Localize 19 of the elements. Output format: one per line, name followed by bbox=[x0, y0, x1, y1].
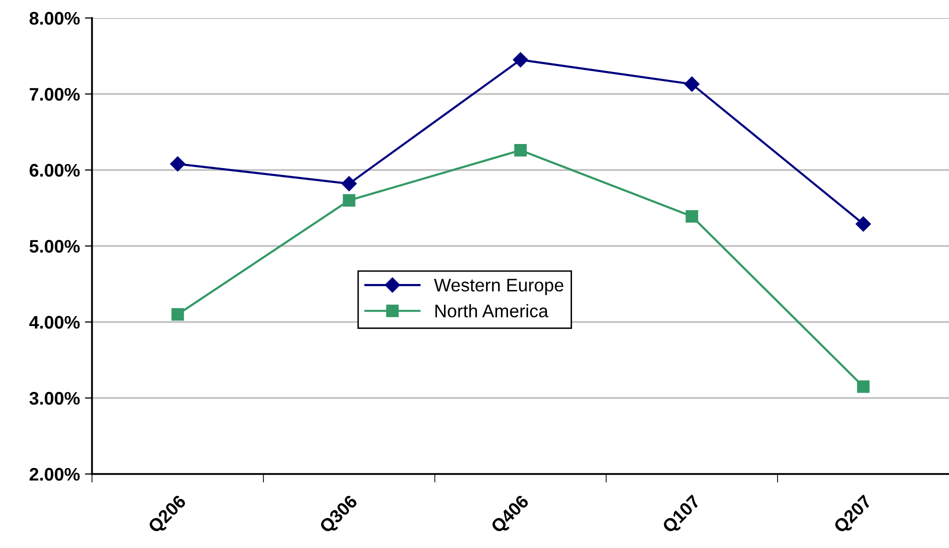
point bbox=[342, 176, 357, 192]
legend-label: North America bbox=[435, 304, 548, 318]
point bbox=[342, 194, 356, 207]
point bbox=[856, 216, 871, 232]
y-tick-label: 3.00% bbox=[29, 392, 80, 405]
y-tick-label: 6.00% bbox=[30, 164, 80, 177]
y-tick-label: 8.00% bbox=[30, 12, 80, 25]
point bbox=[686, 210, 698, 223]
point bbox=[171, 308, 184, 321]
legend-label: Western Europe bbox=[434, 278, 564, 296]
point bbox=[514, 144, 527, 156]
y-tick-label: 5.00% bbox=[30, 240, 80, 253]
y-tick-label: 2.00% bbox=[30, 468, 80, 481]
y-tick-label: 4.00% bbox=[29, 316, 80, 329]
y-tick-label: 7.00% bbox=[30, 88, 80, 101]
point bbox=[857, 380, 870, 393]
point bbox=[512, 52, 528, 68]
point bbox=[684, 76, 700, 92]
point bbox=[170, 156, 186, 172]
